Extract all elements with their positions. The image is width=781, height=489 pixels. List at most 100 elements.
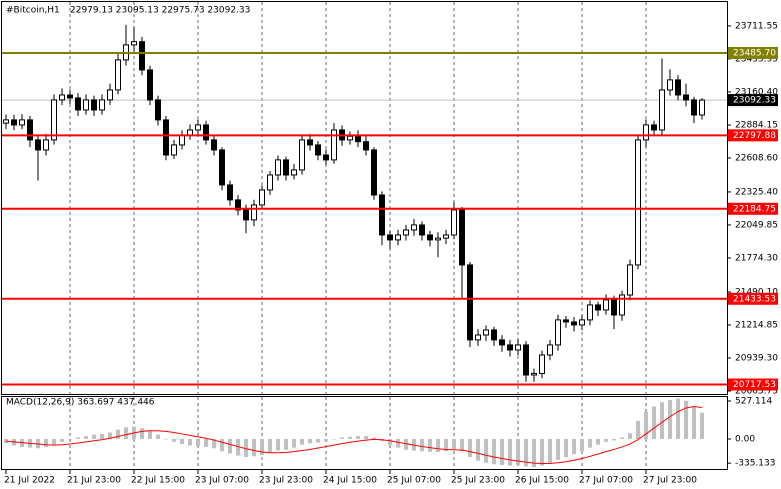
macd-bar [452,438,456,450]
macd-panel-frame [1,396,728,470]
candle-body [387,234,393,241]
y-tick-label: 22608.60 [735,154,778,164]
macd-bar [276,438,280,451]
x-tick-label: 21 Jul 23:00 [67,476,121,486]
macd-bar [492,438,496,465]
candle-body [619,294,625,316]
macd-bar [44,438,48,447]
level-label: 20717.53 [733,380,776,390]
candle-body [307,139,313,146]
candle-body [443,234,449,239]
candle-body [11,119,17,126]
last-price-label: 23092.33 [733,96,776,106]
candle-body [547,344,553,356]
x-tick-label: 26 Jul 15:00 [515,476,569,486]
candle-body [651,124,657,131]
y-tick-label: 21490.10 [735,287,778,297]
macd-bar [364,436,368,439]
level-label-box [728,46,778,59]
candle-body [203,124,209,141]
candle-body [187,129,193,136]
chart-subtitle: 22979.13 23095.13 22975.73 23092.33 [70,6,250,16]
y-tick-label: 20939.30 [735,353,778,363]
last-price-box [728,94,778,107]
macd-bar [612,438,616,441]
y-tick-label: 21774.30 [735,253,778,263]
candle-body [499,339,505,346]
candle-body [115,59,121,91]
macd-bar [508,438,512,466]
candle-body [627,264,633,296]
y-tick-label: -335.133 [735,459,775,469]
candle-body [139,41,145,71]
level-label: 22797.88 [733,131,776,141]
x-tick-label: 22 Jul 15:00 [131,476,185,486]
macd-bar [628,433,632,439]
candle-body [403,229,409,236]
macd-bar [300,438,304,445]
macd-bar [428,438,432,452]
macd-bar [324,438,328,442]
macd-bar [540,438,544,466]
macd-bar [68,438,72,440]
macd-bar [372,437,376,439]
y-tick-label: 20663.75 [735,386,778,396]
x-tick-label: 27 Jul 23:00 [643,476,697,486]
macd-bar [684,400,688,439]
macd-bar [52,438,56,445]
macd-bar [580,438,584,452]
candle-body [91,99,97,111]
macd-bar [124,427,128,439]
candle-body [331,129,337,161]
candle-body [19,119,25,126]
macd-bar [252,438,256,457]
candle-body [211,139,217,151]
candle-body [595,304,601,311]
macd-bar [196,438,200,447]
macd-bar [60,438,64,442]
candle-body [635,139,641,266]
candle-body [483,329,489,336]
y-tick-label: 21214.85 [735,320,778,330]
level-label-box [728,378,778,391]
candle-body [59,94,65,101]
candle-body [587,304,593,321]
level-label: 21433.53 [733,294,776,304]
y-tick-label: 0.00 [735,434,755,444]
macd-bar [676,398,680,439]
chart-title: #Bitcoin,H1 [6,6,60,16]
candle-body [99,99,105,111]
candle-body [323,154,329,161]
candle-body [683,94,689,101]
macd-bar [596,438,600,445]
level-label-box [728,292,778,305]
candle-body [43,139,49,151]
macd-bar [476,438,480,461]
candle-body [691,99,697,116]
macd-bar [404,438,408,450]
macd-bar [524,438,528,467]
candle-body [291,169,297,176]
macd-bar [644,411,648,439]
macd-bar [108,432,112,439]
macd-bar [332,438,336,440]
y-tick-label: 22884.15 [735,121,778,131]
macd-bar [260,438,264,455]
level-label-box [728,202,778,215]
y-tick-label: 23160.40 [735,87,778,97]
candle-body [107,89,113,101]
candle-body [219,149,225,186]
macd-bar [340,437,344,439]
candle-body [179,134,185,146]
candle-body [603,299,609,311]
macd-bar [164,438,168,440]
candle-body [531,372,537,376]
y-tick-label: 23711.55 [735,21,778,31]
macd-bar [396,438,400,448]
x-tick-label: 24 Jul 15:00 [323,476,377,486]
candle-body [347,135,353,141]
x-tick-label: 27 Jul 07:00 [579,476,633,486]
macd-bar [516,438,520,465]
macd-bar [212,438,216,449]
